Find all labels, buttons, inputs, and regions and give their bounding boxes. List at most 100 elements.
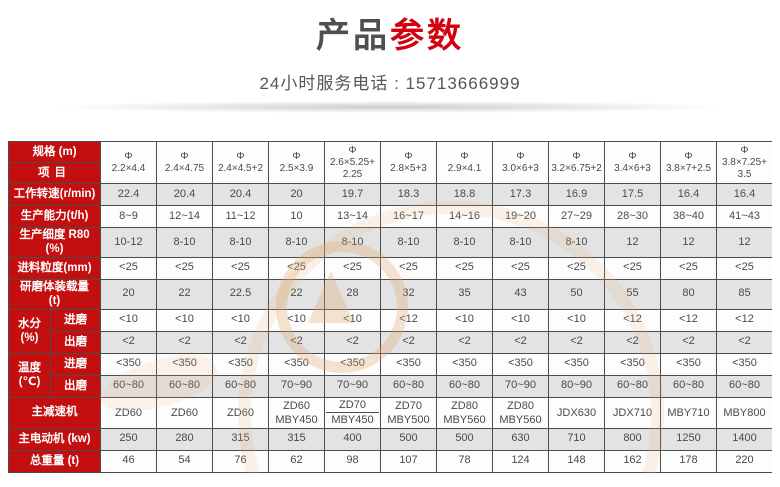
value-cell: <10 xyxy=(492,308,549,332)
value-cell: 38~40 xyxy=(660,205,717,228)
value-cell: 32 xyxy=(380,278,437,310)
spec-col-header: Φ 2.4×4.5+2 xyxy=(212,141,269,184)
value-cell: 22.4 xyxy=(100,183,157,206)
value-cell: 35 xyxy=(436,278,493,310)
value-cell: 22 xyxy=(268,278,325,310)
value-cell: 16.4 xyxy=(716,183,772,206)
value-cell: <2 xyxy=(156,330,213,354)
value-cell: 54 xyxy=(156,449,213,473)
value-cell: <350 xyxy=(604,352,661,376)
value-cell: <350 xyxy=(100,352,157,376)
value-cell: 60~80 xyxy=(436,374,493,398)
value-cell: 14~16 xyxy=(436,205,493,228)
spec-col-header: Φ 2.2×4.4 xyxy=(100,141,157,184)
value-cell: 124 xyxy=(492,449,549,473)
row-label-feed-size: 进料粒度(mm) xyxy=(8,256,101,280)
sub-label-moisture-out: 出磨 xyxy=(50,330,101,354)
reducer-cell: ZD60 xyxy=(212,396,269,429)
reducer-model: MBY560 xyxy=(443,413,486,426)
spec-col-header: Φ 2.5×3.9 xyxy=(268,141,325,184)
reducer-cell: ZD80 MBY560 xyxy=(492,396,549,429)
value-cell: 20.4 xyxy=(156,183,213,206)
spec-size-text: 2.9×4.1 xyxy=(447,162,482,174)
spec-col-header: Φ 3.2×6.75+2 xyxy=(548,141,605,184)
value-cell: 8-10 xyxy=(436,227,493,258)
value-cell: 20.4 xyxy=(212,183,269,206)
value-cell: <25 xyxy=(380,256,437,280)
value-cell: <2 xyxy=(548,330,605,354)
diameter-symbol: Φ xyxy=(236,150,245,162)
value-cell: 800 xyxy=(604,427,661,451)
value-cell: <2 xyxy=(660,330,717,354)
spec-col-header: Φ 3.8×7+2.5 xyxy=(660,141,717,184)
row-speed: 工作转速(r/min) 22.4 20.4 20.4 20 19.7 18.3 18.8 17… xyxy=(8,183,772,206)
value-cell: 78 xyxy=(436,449,493,473)
value-cell: <2 xyxy=(324,330,381,354)
value-cell: 8-10 xyxy=(380,227,437,258)
row-label-reducer: 主减速机 xyxy=(8,396,101,429)
value-cell: 500 xyxy=(436,427,493,451)
value-cell: 178 xyxy=(660,449,717,473)
value-cell: 250 xyxy=(100,427,157,451)
value-cell: 10-12 xyxy=(100,227,157,258)
spec-size-text: 2.2×4.4 xyxy=(111,162,146,174)
value-cell: 315 xyxy=(268,427,325,451)
value-cell: 60~80 xyxy=(660,374,717,398)
spec-col-header: Φ 3.4×6+3 xyxy=(604,141,661,184)
sub-label-moisture-in: 进磨 xyxy=(50,308,101,332)
reducer-cell: ZD60 MBY450 xyxy=(268,396,325,429)
value-cell: <350 xyxy=(660,352,717,376)
value-cell: <2 xyxy=(212,330,269,354)
value-cell: 18.8 xyxy=(436,183,493,206)
diameter-symbol: Φ xyxy=(404,150,413,162)
value-cell: <350 xyxy=(492,352,549,376)
value-cell: <350 xyxy=(380,352,437,376)
reducer-cell: ZD70 MBY500 xyxy=(380,396,437,429)
value-cell: 8~9 xyxy=(100,205,157,228)
value-cell: 148 xyxy=(548,449,605,473)
diameter-symbol: Φ xyxy=(740,144,749,156)
value-cell: <350 xyxy=(436,352,493,376)
value-cell: 16.9 xyxy=(548,183,605,206)
value-cell: 76 xyxy=(212,449,269,473)
value-cell: <350 xyxy=(212,352,269,376)
value-cell: 22.5 xyxy=(212,278,269,310)
row-moisture-in: 水分 (%) 进磨 <10 <10 <10 <10 <10 <12 <10 <10 <10 <12… xyxy=(8,308,772,354)
diameter-symbol: Φ xyxy=(348,144,357,156)
value-cell: 20 xyxy=(100,278,157,310)
value-cell: <12 xyxy=(604,308,661,332)
diameter-symbol: Φ xyxy=(684,150,693,162)
value-cell: 710 xyxy=(548,427,605,451)
value-cell: 8-10 xyxy=(268,227,325,258)
value-cell: 62 xyxy=(268,449,325,473)
value-cell: <10 xyxy=(156,308,213,332)
diameter-symbol: Φ xyxy=(572,150,581,162)
value-cell: 85 xyxy=(716,278,772,310)
value-cell: 12~14 xyxy=(156,205,213,228)
value-cell: <2 xyxy=(716,330,772,354)
value-cell: <2 xyxy=(436,330,493,354)
value-cell: 60~80 xyxy=(380,374,437,398)
diameter-symbol: Φ xyxy=(460,150,469,162)
value-cell: <350 xyxy=(716,352,772,376)
header-row-item: 项目 xyxy=(8,162,773,184)
value-cell: 220 xyxy=(716,449,772,473)
corner-spec-label: 规格 (m) xyxy=(8,141,101,163)
value-cell: 10 xyxy=(268,205,325,228)
value-cell: <25 xyxy=(324,256,381,280)
reducer-cell: MBY800 xyxy=(716,396,772,429)
row-label-fineness: 生产细度 R80 (%) xyxy=(8,227,101,258)
spec-size-text: 2.4×4.75 xyxy=(164,162,205,174)
value-cell: 17.5 xyxy=(604,183,661,206)
sub-label-temp-in: 进磨 xyxy=(50,352,101,376)
reducer-model: MBY450 xyxy=(331,414,374,426)
value-cell: <350 xyxy=(156,352,213,376)
value-cell: <350 xyxy=(548,352,605,376)
spec-size-text: 3.8×7+2.5 xyxy=(665,162,712,174)
value-cell: <25 xyxy=(268,256,325,280)
value-cell: <25 xyxy=(212,256,269,280)
value-cell: 500 xyxy=(380,427,437,451)
value-cell: 27~29 xyxy=(548,205,605,228)
value-cell: 16.4 xyxy=(660,183,717,206)
spec-col-header: Φ 2.6×5.25+2.25 xyxy=(324,141,381,184)
